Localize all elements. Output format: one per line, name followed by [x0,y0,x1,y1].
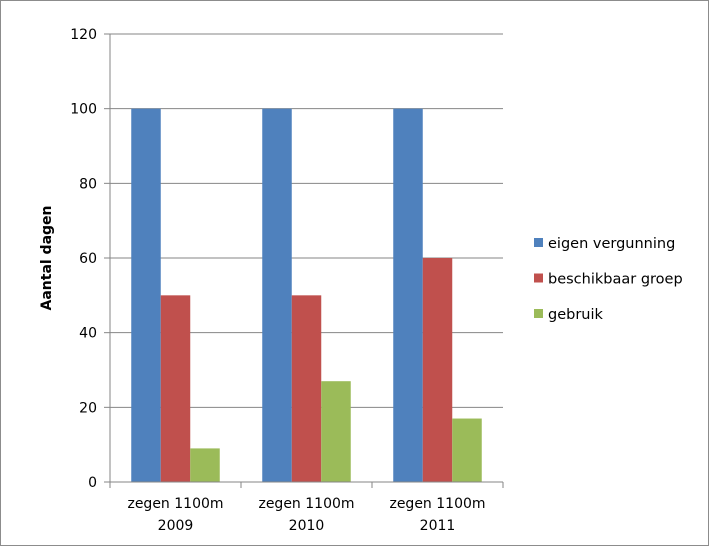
bar-beschikbaar-groep-2 [291,295,322,482]
legend-label: gebruik [548,307,604,323]
y-tick-label: 120 [70,27,97,43]
bar-gebruik-2 [321,381,351,482]
y-tick-label: 40 [79,326,97,342]
bar-eigen-vergunning-3 [393,108,423,483]
bar-gebruik-3 [452,418,482,482]
y-tick-label: 100 [70,102,97,118]
legend-swatch [534,273,543,283]
bar-beschikbaar-groep-3 [422,258,453,482]
y-tick-label: 60 [79,251,97,267]
legend-swatch [534,238,543,247]
bar-gebruik-1 [190,448,220,482]
bar-eigen-vergunning-2 [262,108,292,483]
x-category-label: zegen 1100m 2011 [389,496,485,534]
legend-label: beschikbaar groep [548,272,683,288]
axes [109,34,504,488]
x-category-label: zegen 1100m 2009 [127,496,223,534]
bars [131,108,482,483]
bar-eigen-vergunning-1 [131,108,161,483]
legend-swatch [534,309,543,318]
y-tick-label: 80 [79,176,97,192]
y-tick-label: 20 [79,400,97,416]
x-category-label: zegen 1100m 2010 [258,496,354,534]
legend-label: eigen vergunning [548,236,675,252]
legend: eigen vergunning beschikbaar groep gebruik [534,236,683,323]
y-axis-label: Aantal dagen [39,205,55,310]
x-axis-categories: zegen 1100m 2009 zegen 1100m 2010 zegen 1100… [127,496,485,534]
y-tick-label: 0 [88,475,97,491]
bar-beschikbaar-groep-1 [160,295,191,482]
y-axis-ticks: 0 20 40 60 80 100 120 [70,27,110,491]
